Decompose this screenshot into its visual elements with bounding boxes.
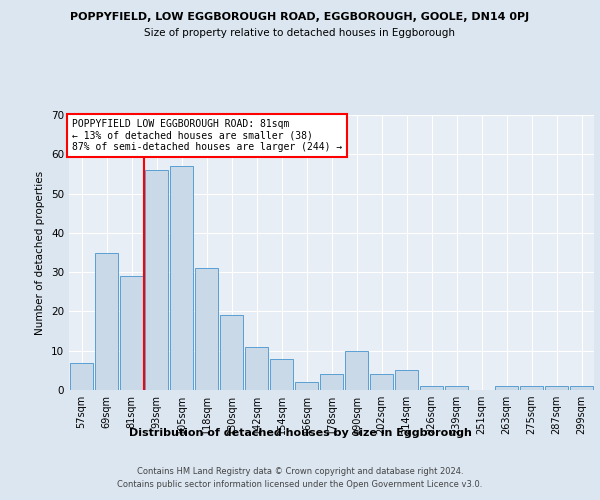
- Bar: [70, 362, 93, 390]
- Bar: [395, 370, 418, 390]
- Bar: [245, 347, 268, 390]
- Bar: [495, 386, 518, 390]
- Bar: [270, 358, 293, 390]
- Bar: [145, 170, 168, 390]
- Text: Size of property relative to detached houses in Eggborough: Size of property relative to detached ho…: [145, 28, 455, 38]
- Bar: [370, 374, 393, 390]
- Bar: [520, 386, 543, 390]
- Bar: [195, 268, 218, 390]
- Bar: [320, 374, 343, 390]
- Bar: [220, 316, 243, 390]
- Text: POPPYFIELD, LOW EGGBOROUGH ROAD, EGGBOROUGH, GOOLE, DN14 0PJ: POPPYFIELD, LOW EGGBOROUGH ROAD, EGGBORO…: [70, 12, 530, 22]
- Bar: [120, 276, 143, 390]
- Bar: [570, 386, 593, 390]
- Bar: [95, 252, 118, 390]
- Bar: [545, 386, 568, 390]
- Text: Contains HM Land Registry data © Crown copyright and database right 2024.: Contains HM Land Registry data © Crown c…: [137, 468, 463, 476]
- Y-axis label: Number of detached properties: Number of detached properties: [35, 170, 46, 334]
- Bar: [295, 382, 318, 390]
- Text: Contains public sector information licensed under the Open Government Licence v3: Contains public sector information licen…: [118, 480, 482, 489]
- Text: POPPYFIELD LOW EGGBOROUGH ROAD: 81sqm
← 13% of detached houses are smaller (38)
: POPPYFIELD LOW EGGBOROUGH ROAD: 81sqm ← …: [71, 119, 342, 152]
- Bar: [170, 166, 193, 390]
- Bar: [420, 386, 443, 390]
- Bar: [345, 350, 368, 390]
- Text: Distribution of detached houses by size in Eggborough: Distribution of detached houses by size …: [128, 428, 472, 438]
- Bar: [445, 386, 468, 390]
